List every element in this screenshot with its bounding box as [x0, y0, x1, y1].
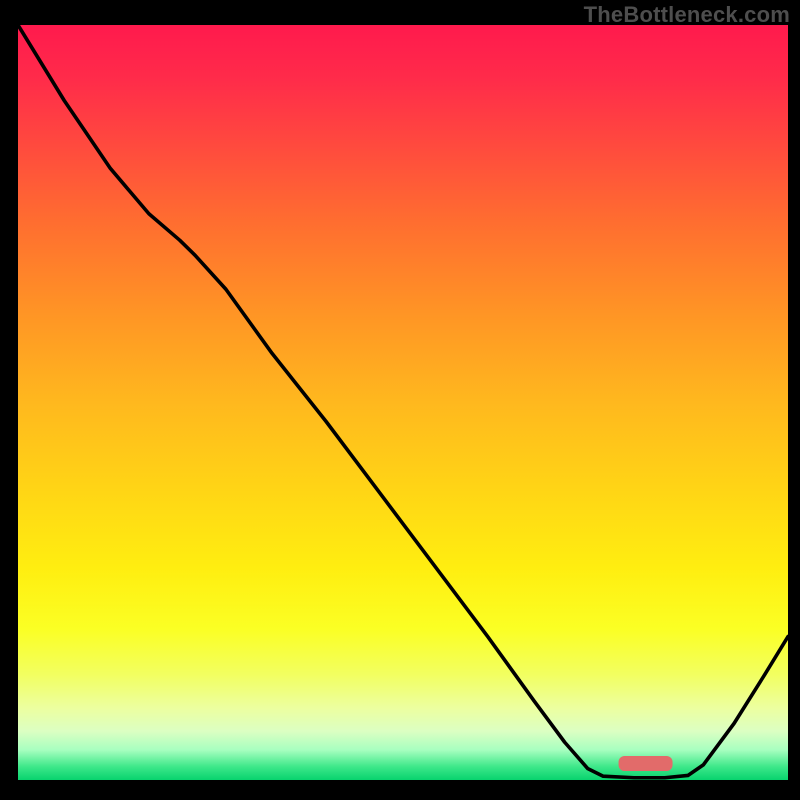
plot-svg: [18, 25, 788, 780]
gradient-background: [18, 25, 788, 780]
chart-frame: TheBottleneck.com: [0, 0, 800, 800]
optimal-range-marker: [619, 756, 673, 771]
plot-area: [18, 25, 788, 780]
